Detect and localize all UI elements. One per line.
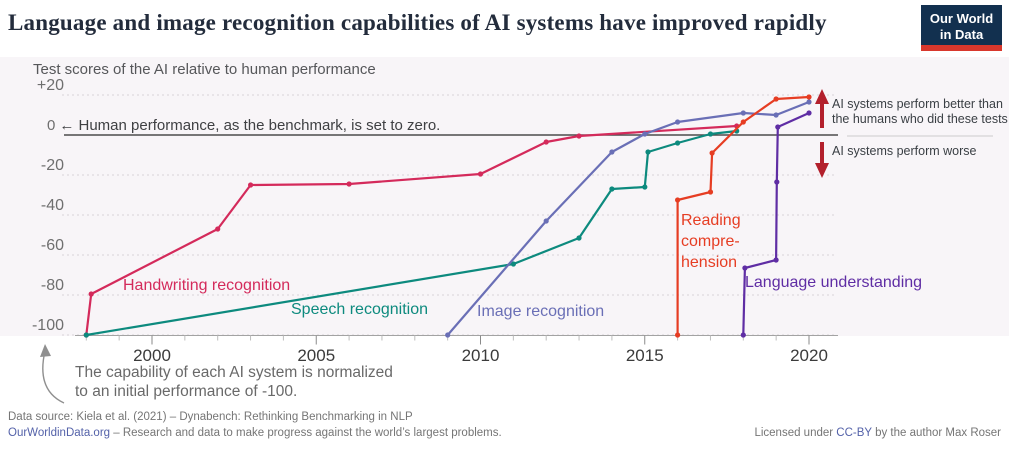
annotation-worse: AI systems perform worse [832, 144, 977, 158]
data-point [775, 124, 781, 130]
series-line [446, 100, 810, 336]
data-point [675, 197, 681, 203]
series-line [86, 129, 737, 337]
series-line [85, 124, 737, 336]
owid-link[interactable]: OurWorldinData.org [8, 427, 111, 439]
annotation-better: AI systems perform better than the human… [832, 97, 1008, 126]
data-point [576, 235, 582, 241]
zero-annotation: 0 ← Human performance, as the benchmark, … [47, 117, 440, 134]
data-point [609, 149, 615, 155]
owid-logo: Our World in Data [921, 5, 1002, 51]
footer-site: OurWorldinData.org – Research and data t… [8, 427, 502, 439]
data-point [576, 133, 582, 139]
data-point [707, 189, 714, 195]
footnote-curved-arrow-icon [40, 344, 65, 404]
license-post: by the author Max Roser [871, 427, 1001, 439]
ccby-link[interactable]: CC-BY [836, 427, 872, 439]
data-point [248, 182, 254, 188]
plot-background [0, 57, 1009, 336]
footer-source: Data source: Kiela et al. (2021) – Dynab… [8, 411, 413, 423]
data-point [773, 257, 779, 263]
data-point [773, 112, 779, 118]
data-point [642, 131, 648, 137]
zero-annotation-text: ← Human performance, as the benchmark, i… [59, 117, 441, 134]
data-point [88, 291, 94, 297]
chart-footnote: The capability of each AI system is norm… [75, 364, 393, 400]
footer-site-text: – Research and data to make progress aga… [110, 427, 502, 439]
data-point [675, 119, 681, 125]
data-point [215, 226, 221, 232]
data-point [83, 332, 89, 338]
y-tick-label-0: 0 [47, 117, 56, 134]
series-line [742, 111, 810, 336]
license-pre: Licensed under [754, 427, 837, 439]
data-point [740, 332, 746, 338]
data-point [740, 110, 746, 116]
data-point [477, 171, 484, 177]
footer-license: Licensed under CC-BY by the author Max R… [754, 427, 1001, 439]
data-point [445, 332, 451, 338]
worse-down-arrow-icon [815, 142, 829, 178]
data-point [740, 119, 746, 125]
data-point [707, 131, 714, 137]
logo-line1: Our World [929, 11, 994, 26]
data-point [675, 140, 681, 146]
data-point [806, 94, 812, 100]
data-point [543, 139, 549, 145]
data-point [645, 149, 651, 155]
data-point [675, 332, 681, 338]
data-point [510, 261, 516, 267]
data-point [642, 184, 648, 190]
chart-subtitle: Test scores of the AI relative to human … [33, 61, 376, 78]
data-point [346, 181, 352, 187]
logo-red-bar [921, 45, 1002, 51]
data-point [742, 265, 748, 271]
data-point [806, 99, 812, 105]
data-point [806, 110, 812, 116]
data-point [709, 150, 715, 156]
data-point [774, 179, 780, 185]
page-title: Language and image recognition capabilit… [8, 10, 827, 35]
data-point [543, 218, 549, 224]
logo-line2: in Data [939, 27, 984, 42]
better-up-arrow-icon [815, 89, 829, 128]
data-point [609, 186, 615, 192]
data-point [773, 96, 779, 102]
